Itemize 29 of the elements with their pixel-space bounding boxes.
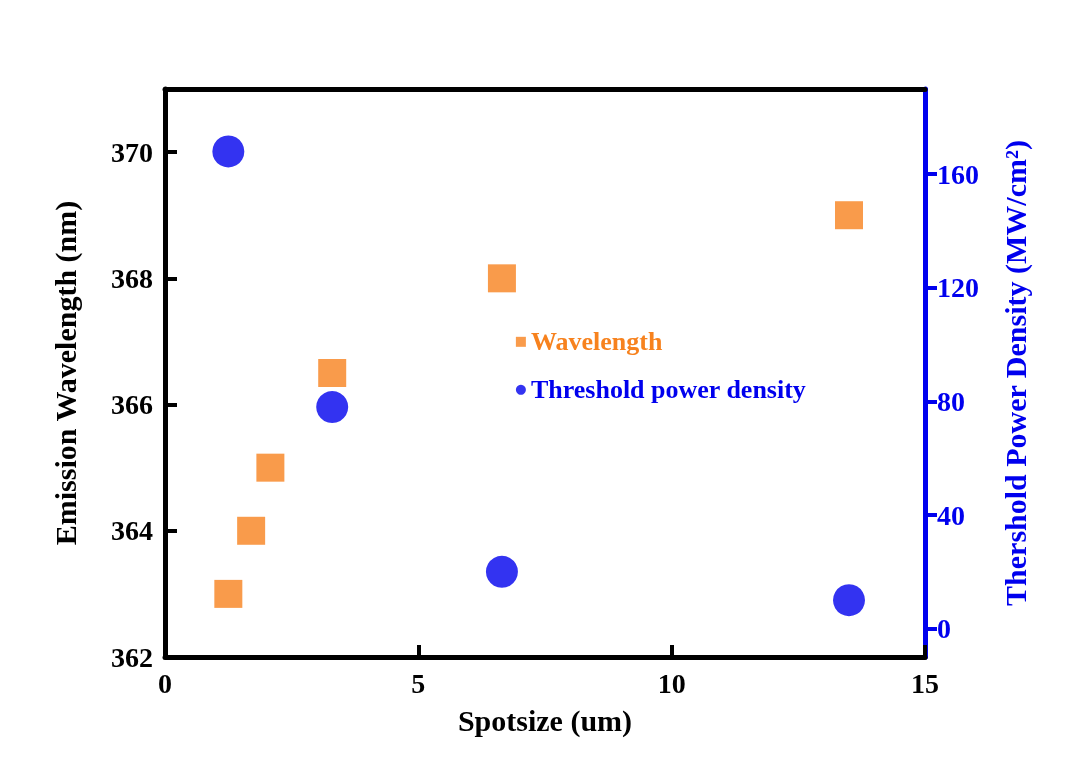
point (485, 555, 518, 588)
y2-tick-label: 40 (937, 499, 965, 531)
x-axis-title: Spotsize (um) (457, 703, 633, 738)
point (835, 201, 863, 230)
legend-label: Threshold power density (530, 375, 806, 405)
x-tick-label: 15 (911, 667, 939, 699)
x-tick-label: 5 (411, 667, 426, 699)
point (316, 391, 349, 424)
y-axis-title: Emission Wavelength (nm) (48, 200, 83, 546)
point (833, 584, 865, 617)
y2-axis-title: Thershold Power Density (MW/cm²) (998, 140, 1033, 606)
legend-label: Wavelength (530, 327, 663, 357)
y-tick-label: 370 (111, 136, 153, 168)
y-tick-label: 366 (111, 389, 153, 421)
y-tick-label: 364 (111, 515, 153, 547)
y2-tick-label: 160 (937, 158, 979, 190)
x-tick-label: 0 (158, 667, 172, 699)
y2-tick-label: 0 (937, 613, 951, 645)
point (214, 579, 243, 608)
x-tick-label: 10 (657, 667, 686, 699)
point (318, 359, 347, 387)
point (487, 264, 516, 293)
point (256, 453, 285, 482)
point (212, 135, 245, 168)
y2-tick-label: 120 (937, 272, 979, 304)
y-tick-label: 368 (111, 262, 153, 294)
y2-tick-label: 80 (937, 385, 965, 417)
point (237, 516, 266, 545)
y-tick-label: 362 (111, 641, 153, 673)
